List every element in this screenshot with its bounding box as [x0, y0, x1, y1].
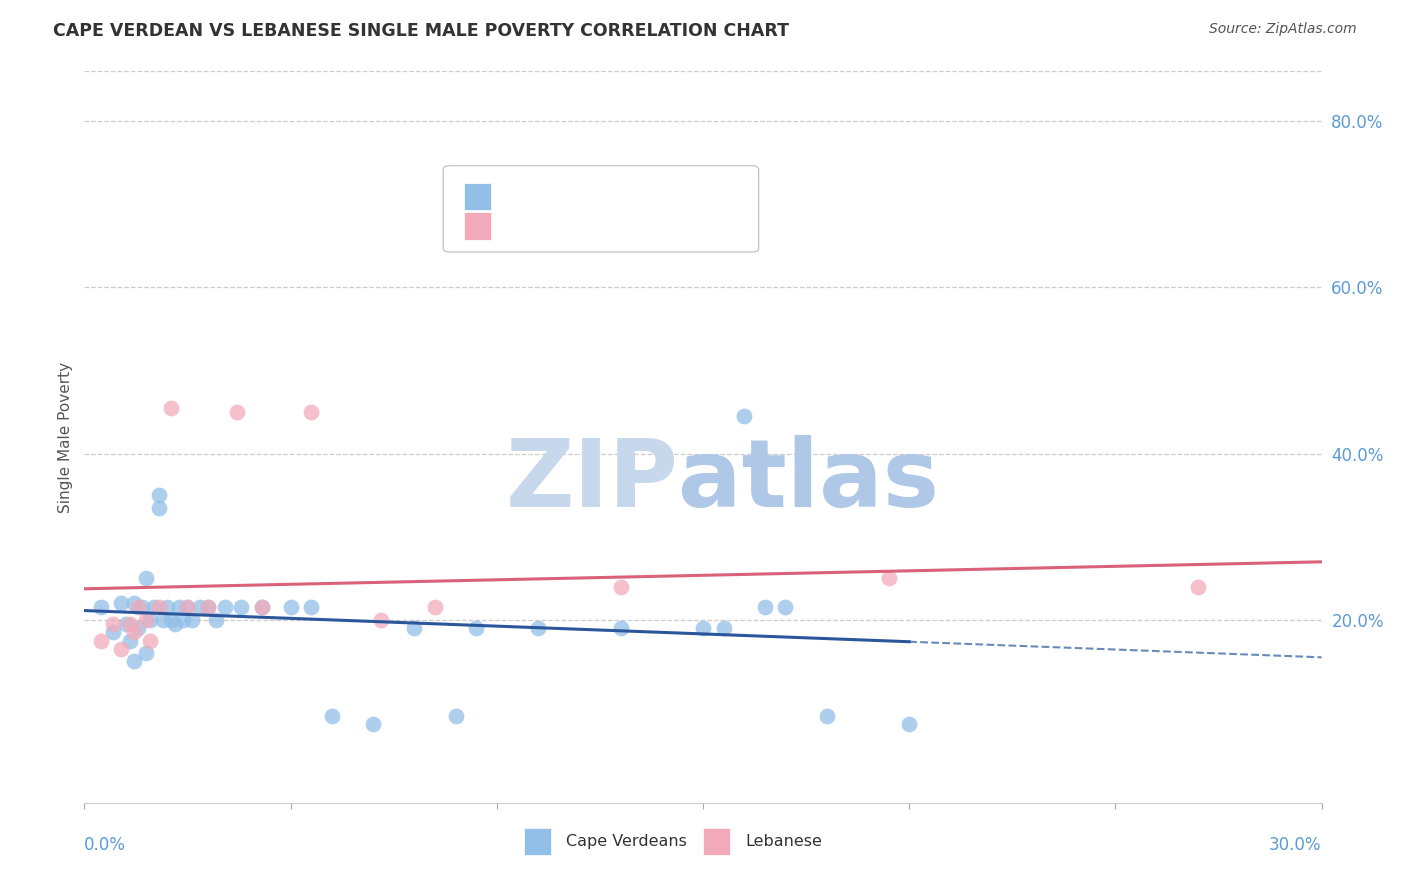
Point [692, 621, 714, 635]
Point [176, 600, 198, 615]
Point [167, 600, 190, 615]
Point [877, 571, 900, 585]
Point [110, 642, 132, 657]
Point [139, 613, 162, 627]
Text: 20: 20 [647, 219, 668, 233]
Point [176, 600, 198, 615]
Text: R =: R = [509, 219, 544, 233]
Point [135, 613, 157, 627]
Point [229, 600, 252, 615]
Point [280, 600, 302, 615]
Point [197, 600, 219, 615]
Bar [464, 183, 492, 211]
Text: -0.032: -0.032 [543, 219, 595, 233]
Point [131, 600, 153, 615]
Point [214, 600, 236, 615]
Point [172, 613, 194, 627]
Point [404, 621, 426, 635]
Point [118, 633, 141, 648]
Text: 0.0%: 0.0% [84, 836, 127, 854]
Point [135, 646, 157, 660]
Point [815, 708, 838, 723]
Point [609, 621, 631, 635]
Point [250, 600, 273, 615]
Point [156, 600, 179, 615]
Point [444, 708, 467, 723]
Point [1187, 580, 1209, 594]
Text: Lebanese: Lebanese [745, 834, 823, 849]
Point [118, 617, 141, 632]
Point [143, 600, 166, 615]
Point [122, 596, 145, 610]
Point [465, 621, 488, 635]
Point [148, 600, 170, 615]
Text: R =: R = [509, 189, 544, 204]
Point [609, 580, 631, 594]
Point [122, 625, 145, 640]
Point [90, 633, 112, 648]
Point [127, 621, 149, 635]
Point [299, 405, 322, 419]
Point [299, 600, 322, 615]
Point [423, 600, 446, 615]
Point [103, 625, 125, 640]
Point [250, 600, 273, 615]
Point [898, 716, 921, 731]
Point [733, 409, 755, 424]
Point [148, 500, 170, 515]
Text: CAPE VERDEAN VS LEBANESE SINGLE MALE POVERTY CORRELATION CHART: CAPE VERDEAN VS LEBANESE SINGLE MALE POV… [53, 22, 789, 40]
Point [148, 488, 170, 502]
Point [114, 617, 136, 632]
Point [103, 617, 125, 632]
Point [527, 621, 550, 635]
Point [110, 596, 132, 610]
Point [90, 600, 112, 615]
Text: N =: N = [605, 219, 650, 233]
Text: Cape Verdeans: Cape Verdeans [565, 834, 686, 849]
Text: ZIP: ZIP [505, 435, 678, 527]
FancyBboxPatch shape [443, 166, 759, 252]
Bar [703, 828, 730, 855]
Y-axis label: Single Male Poverty: Single Male Poverty [58, 361, 73, 513]
Point [713, 621, 735, 635]
Point [188, 600, 211, 615]
Point [122, 655, 145, 669]
Point [160, 613, 183, 627]
Point [165, 617, 187, 632]
Bar [523, 828, 551, 855]
Point [180, 613, 202, 627]
Point [205, 613, 228, 627]
Point [139, 633, 162, 648]
Point [135, 571, 157, 585]
Text: 45: 45 [647, 189, 668, 204]
Point [754, 600, 776, 615]
Point [321, 708, 343, 723]
Point [775, 600, 797, 615]
Point [197, 600, 219, 615]
Text: Source: ZipAtlas.com: Source: ZipAtlas.com [1209, 22, 1357, 37]
Point [370, 613, 392, 627]
Point [361, 716, 384, 731]
Point [127, 600, 149, 615]
Point [152, 613, 174, 627]
Point [160, 401, 183, 415]
Text: atlas: atlas [678, 435, 939, 527]
Bar [464, 211, 492, 240]
Point [226, 405, 249, 419]
Text: 30.0%: 30.0% [1270, 836, 1322, 854]
Text: -0.110: -0.110 [543, 189, 595, 204]
Text: N =: N = [605, 189, 650, 204]
